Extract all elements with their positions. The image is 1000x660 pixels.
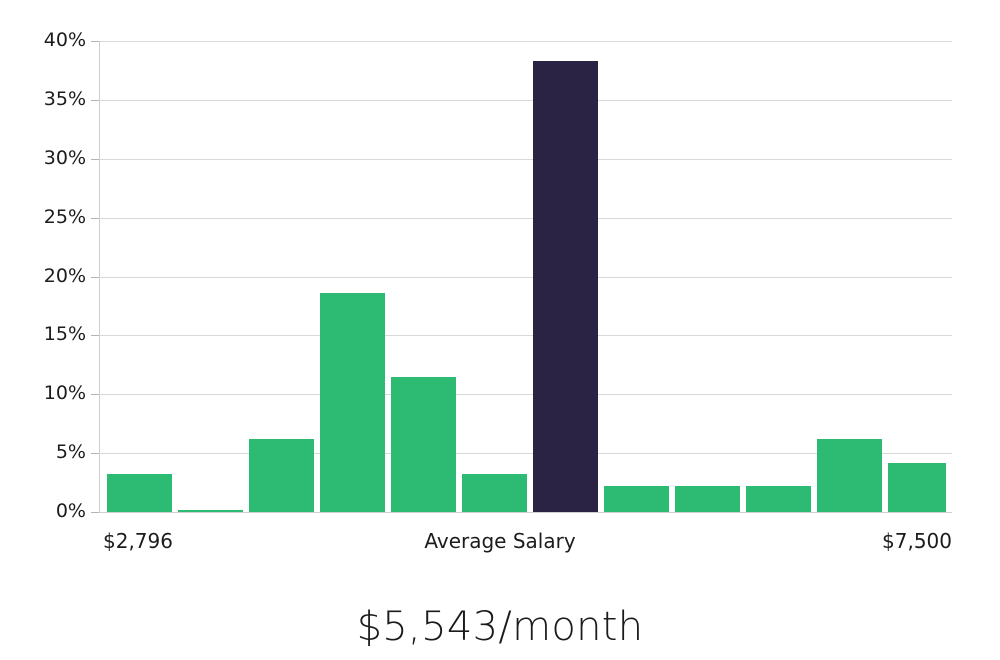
y-axis-tick-label: 15% bbox=[43, 323, 86, 345]
chart-caption: $5,543/month bbox=[356, 604, 644, 650]
gridline bbox=[99, 218, 952, 219]
gridline bbox=[99, 100, 952, 101]
bar[interactable] bbox=[462, 474, 527, 512]
y-axis-tick-mark bbox=[91, 453, 99, 454]
y-axis-tick-label: 35% bbox=[43, 88, 86, 110]
y-axis-tick-mark bbox=[91, 394, 99, 395]
bar[interactable] bbox=[604, 486, 669, 512]
y-axis-tick-mark bbox=[91, 41, 99, 42]
y-axis-tick-mark bbox=[91, 512, 99, 513]
gridline bbox=[99, 335, 952, 336]
x-axis-min-label: $2,796 bbox=[103, 529, 173, 553]
y-axis-tick-mark bbox=[91, 100, 99, 101]
y-axis-tick-mark bbox=[91, 335, 99, 336]
bar[interactable] bbox=[888, 462, 946, 512]
y-axis-tick-label: 30% bbox=[43, 147, 86, 169]
bar[interactable] bbox=[320, 293, 385, 512]
y-axis-tick-label: 20% bbox=[43, 265, 86, 287]
bar-highlighted[interactable] bbox=[533, 61, 598, 512]
x-axis-title: Average Salary bbox=[424, 529, 576, 553]
y-axis-tick-label: 40% bbox=[43, 29, 86, 51]
bars-layer bbox=[99, 41, 952, 512]
bar[interactable] bbox=[178, 510, 243, 512]
bar[interactable] bbox=[107, 474, 172, 512]
y-axis-tick-label: 5% bbox=[55, 441, 86, 463]
gridline bbox=[99, 277, 952, 278]
gridline bbox=[99, 394, 952, 395]
bar[interactable] bbox=[817, 439, 882, 512]
bar[interactable] bbox=[746, 486, 811, 512]
gridline bbox=[99, 512, 952, 513]
bar[interactable] bbox=[675, 486, 740, 512]
y-axis-tick-label: 10% bbox=[43, 382, 86, 404]
y-axis-tick-label: 0% bbox=[55, 500, 86, 522]
gridline bbox=[99, 159, 952, 160]
plot-area bbox=[99, 41, 952, 512]
gridline bbox=[99, 453, 952, 454]
bar[interactable] bbox=[391, 376, 456, 512]
gridline bbox=[99, 41, 952, 42]
y-axis-tick-mark bbox=[91, 218, 99, 219]
y-axis-tick-mark bbox=[91, 277, 99, 278]
bar[interactable] bbox=[249, 439, 314, 512]
y-axis-tick-mark bbox=[91, 159, 99, 160]
x-axis-max-label: $7,500 bbox=[882, 529, 952, 553]
y-axis-tick-label: 25% bbox=[43, 206, 86, 228]
